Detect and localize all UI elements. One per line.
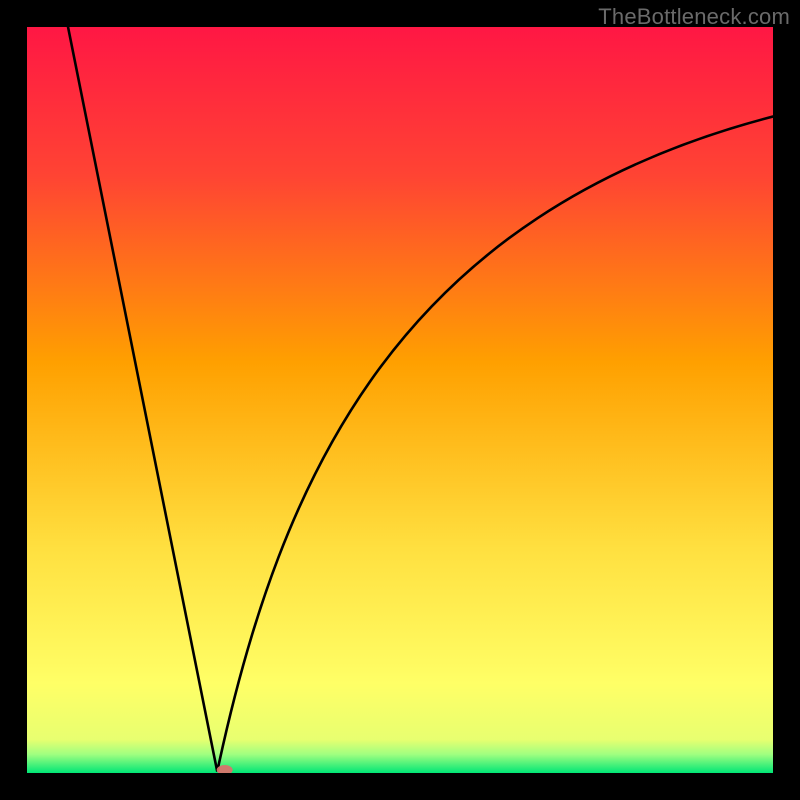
plot-area bbox=[27, 27, 773, 773]
chart-container: TheBottleneck.com bbox=[0, 0, 800, 800]
gradient-background bbox=[27, 27, 773, 773]
watermark-text: TheBottleneck.com bbox=[598, 4, 790, 30]
